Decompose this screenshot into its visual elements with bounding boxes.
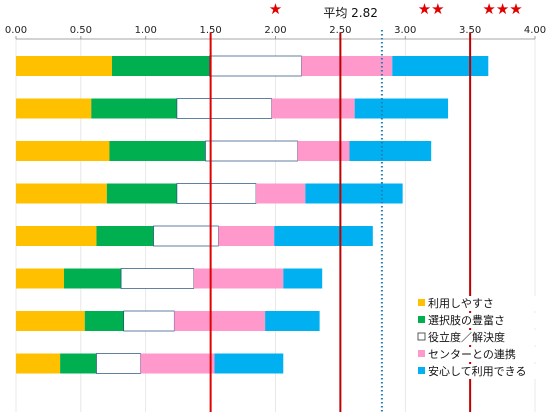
reference-lines: 平均 2.82 xyxy=(209,6,472,412)
bar-segment xyxy=(153,225,219,247)
bar-segment xyxy=(16,226,97,246)
bar-segment xyxy=(16,183,107,204)
bar-segment xyxy=(305,183,403,204)
legend-label: 役立度／解決度 xyxy=(428,330,505,344)
bar-segment xyxy=(265,311,320,331)
x-tick-label: 4.00 xyxy=(524,25,546,36)
legend-label: 安心して利用できる xyxy=(428,364,526,378)
bar-segment xyxy=(392,56,489,76)
x-tick-label: 2.50 xyxy=(329,25,351,36)
bar-segment xyxy=(208,55,302,77)
bar-segment xyxy=(271,98,355,119)
bar-segment xyxy=(64,268,122,289)
star-icon: ★★ xyxy=(418,0,445,18)
bar-segment xyxy=(274,226,373,246)
bar-segment xyxy=(214,353,284,374)
x-tick-label: 1.50 xyxy=(199,25,221,36)
bar-segment xyxy=(123,310,175,332)
bar-segment xyxy=(174,311,266,331)
bar-segment xyxy=(140,353,215,374)
bar-segment xyxy=(84,311,124,331)
x-tick-labels: 0.00 0.50 1.00 1.50 2.00 2.50 3.00 3.50 4.00 xyxy=(5,25,546,39)
x-tick-label: 2.00 xyxy=(264,25,286,36)
bar-segment xyxy=(16,141,110,161)
bar-segment xyxy=(301,56,393,76)
legend-swatch xyxy=(418,350,425,357)
bar-segment xyxy=(109,141,206,161)
star-icon: ★★★ xyxy=(482,0,522,18)
legend-item-bg xyxy=(416,296,540,311)
x-tick-label: 3.50 xyxy=(459,25,481,36)
bar-segment xyxy=(193,268,284,289)
bar-segment xyxy=(205,140,298,162)
bar-segment xyxy=(91,98,177,119)
legend-item-bg xyxy=(416,347,540,362)
legend-item-bg xyxy=(416,313,540,328)
x-tick-label: 1.00 xyxy=(135,25,157,36)
legend-label: 選択肢の豊富さ xyxy=(428,313,505,327)
legend-swatch xyxy=(418,316,425,323)
bar-segment xyxy=(96,226,154,246)
bars xyxy=(16,55,489,374)
average-label: 平均 2.82 xyxy=(323,6,378,20)
bar-segment xyxy=(16,353,61,374)
x-tick-label: 3.00 xyxy=(394,25,416,36)
star-icon: ★ xyxy=(269,0,282,18)
legend-item-bg xyxy=(416,330,540,345)
bar-segment xyxy=(16,56,113,76)
bar-segment xyxy=(354,98,449,119)
x-tick-label: 0.50 xyxy=(70,25,92,36)
legend-item-bg xyxy=(416,364,540,379)
bar-segment xyxy=(349,141,432,161)
bar-segment xyxy=(16,98,92,119)
bar-segment xyxy=(96,353,141,374)
bar-segment xyxy=(256,183,306,204)
bar-segment xyxy=(120,268,195,289)
bar-segment xyxy=(297,141,350,161)
x-tick-label: 0.00 xyxy=(5,25,27,36)
bar-segment xyxy=(218,226,275,246)
legend-swatch xyxy=(418,299,425,306)
legend-swatch xyxy=(417,332,426,341)
bar-segment xyxy=(283,268,323,289)
legend-label: センターとの連携 xyxy=(428,347,516,361)
bar-segment xyxy=(176,183,257,204)
star-markers: ★ ★★ ★★★ xyxy=(269,0,523,18)
bar-segment xyxy=(60,353,97,374)
bar-segment xyxy=(16,268,65,289)
bar-segment xyxy=(106,183,177,204)
legend-swatch xyxy=(418,367,425,374)
bar-segment xyxy=(176,98,272,119)
bar-segment xyxy=(112,56,210,76)
legend-label: 利用しやすさ xyxy=(428,297,494,310)
bar-segment xyxy=(16,311,85,331)
